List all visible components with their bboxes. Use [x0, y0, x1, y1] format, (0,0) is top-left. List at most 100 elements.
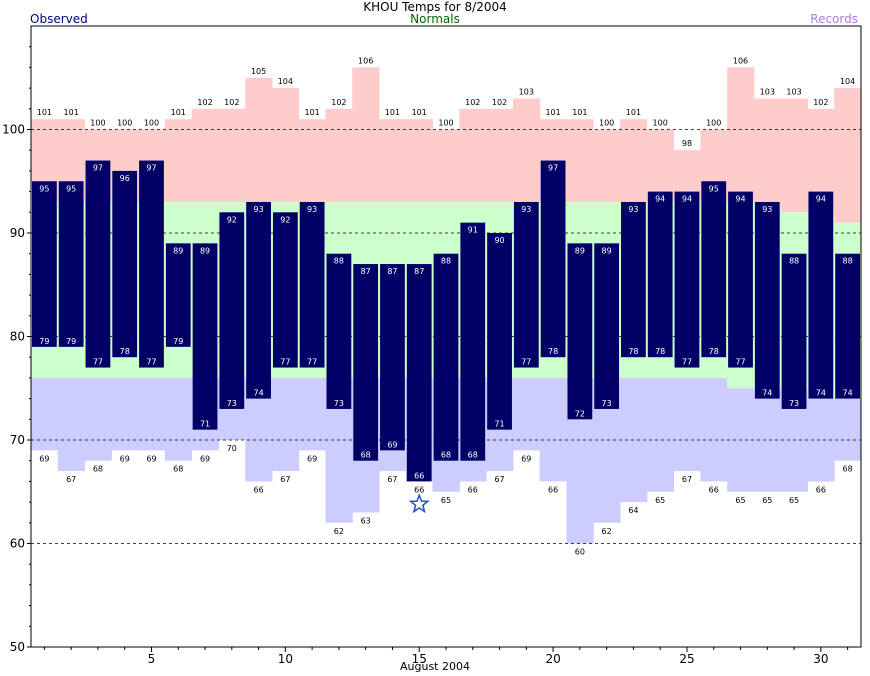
obs-low-label: 74 — [762, 389, 772, 398]
record-high-band — [164, 119, 193, 202]
record-low-band — [164, 377, 193, 461]
record-low-label: 68 — [843, 465, 853, 474]
observed-bar — [406, 264, 432, 482]
record-low-label: 62 — [602, 527, 612, 536]
obs-high-label: 88 — [789, 257, 799, 266]
observed-bar — [835, 253, 860, 399]
record-low-label: 65 — [735, 496, 745, 505]
record-low-label: 65 — [655, 496, 665, 505]
y-tick-label: 80 — [10, 330, 25, 344]
record-high-band — [245, 77, 273, 202]
obs-high-label: 94 — [816, 195, 826, 204]
record-high-label: 101 — [545, 108, 560, 117]
record-high-label: 101 — [171, 108, 186, 117]
axes: 50 60 70 80 90 100 5 10 15 20 25 30 — [2, 25, 862, 666]
obs-low-label: 79 — [173, 337, 183, 346]
obs-high-label: 97 — [146, 164, 156, 173]
record-high-label: 100 — [653, 119, 668, 128]
record-high-label: 100 — [90, 119, 105, 128]
record-high-label: 101 — [64, 108, 79, 117]
obs-high-label: 94 — [682, 195, 692, 204]
observed-bar — [433, 253, 459, 461]
observed-bar — [32, 181, 57, 347]
record-low-label: 67 — [387, 475, 397, 484]
obs-low-label: 77 — [146, 358, 156, 367]
obs-low-label: 77 — [307, 358, 317, 367]
record-low-band — [84, 377, 112, 461]
obs-high-label: 93 — [521, 205, 531, 214]
x-tick-label: 15 — [412, 652, 427, 666]
observed-bar — [460, 222, 486, 461]
obs-low-label: 74 — [843, 389, 853, 398]
obs-high-label: 96 — [120, 174, 130, 183]
obs-high-label: 92 — [227, 215, 237, 224]
record-low-label: 69 — [307, 454, 317, 463]
obs-high-label: 89 — [200, 246, 210, 255]
obs-low-label: 71 — [494, 420, 504, 429]
record-high-band — [727, 67, 755, 202]
record-low-label: 66 — [548, 485, 558, 494]
record-low-label: 60 — [575, 548, 585, 557]
obs-high-label: 93 — [307, 205, 317, 214]
record-high-label: 101 — [304, 108, 319, 117]
obs-low-label: 68 — [441, 451, 451, 460]
y-tick-label: 50 — [10, 640, 25, 654]
obs-low-label: 72 — [575, 409, 585, 418]
record-low-label: 68 — [173, 465, 183, 474]
record-low-band — [57, 377, 86, 472]
record-high-label: 101 — [626, 108, 641, 117]
obs-low-label: 77 — [280, 358, 290, 367]
star-icon — [408, 493, 430, 514]
obs-high-label: 94 — [655, 195, 665, 204]
record-high-label: 103 — [519, 87, 534, 96]
record-low-label: 69 — [39, 454, 49, 463]
record-high-band — [834, 88, 862, 223]
record-low-label: 69 — [120, 454, 130, 463]
record-high-band — [646, 129, 675, 202]
observed-bar — [299, 201, 325, 368]
record-low-label: 66 — [816, 485, 826, 494]
record-low-band — [700, 377, 728, 482]
record-high-label: 106 — [733, 56, 748, 65]
record-high-label: 101 — [572, 108, 587, 117]
observed-bar — [781, 253, 807, 409]
record-high-band — [459, 108, 487, 202]
record-high-label: 102 — [492, 98, 507, 107]
observed-bar — [272, 212, 298, 368]
record-high-label: 100 — [438, 119, 453, 128]
record-high-label: 104 — [840, 77, 855, 86]
record-high-label: 100 — [144, 119, 159, 128]
record-low-label: 67 — [280, 475, 290, 484]
observed-bar — [674, 191, 700, 368]
record-high-band — [379, 119, 407, 202]
observed-bar — [192, 243, 218, 430]
record-high-band — [271, 88, 300, 202]
record-high-band — [486, 108, 514, 202]
record-high-band — [218, 108, 246, 202]
record-high-band — [566, 119, 594, 202]
record-high-label: 104 — [278, 77, 293, 86]
observed-bar — [621, 201, 646, 358]
y-tick-label: 100 — [2, 123, 25, 137]
record-low-label: 69 — [521, 454, 531, 463]
obs-high-label: 95 — [709, 184, 719, 193]
obs-high-label: 88 — [843, 257, 853, 266]
x-tick-label: 25 — [679, 652, 694, 666]
observed-bar — [647, 191, 673, 358]
obs-low-label: 77 — [735, 358, 745, 367]
record-high-label: 101 — [37, 108, 52, 117]
record-low-label: 62 — [334, 527, 344, 536]
obs-low-label: 78 — [709, 347, 719, 356]
observed-bar — [701, 181, 727, 358]
observed-bar — [567, 243, 593, 420]
record-high-label: 101 — [385, 108, 400, 117]
obs-high-label: 95 — [39, 184, 49, 193]
record-low-band — [673, 377, 701, 472]
record-high-label: 103 — [786, 87, 801, 96]
obs-low-label: 71 — [200, 420, 210, 429]
x-tick-label: 5 — [148, 652, 156, 666]
obs-low-label: 78 — [655, 347, 665, 356]
obs-high-label: 93 — [762, 205, 772, 214]
obs-low-label: 79 — [66, 337, 76, 346]
